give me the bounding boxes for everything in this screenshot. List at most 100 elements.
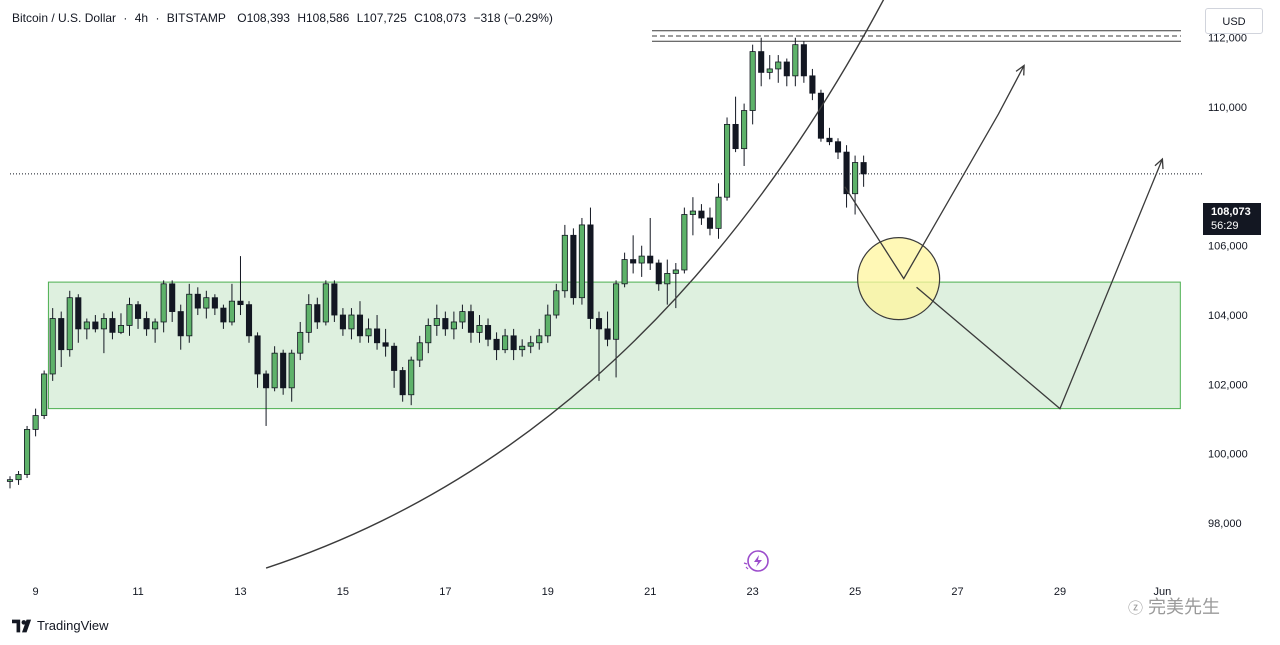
candle-body (271, 352, 278, 389)
candle-35 (297, 321, 304, 361)
candle-body (348, 314, 355, 330)
candle-51 (433, 304, 440, 336)
candle-body (15, 474, 22, 481)
candle-body (826, 137, 833, 143)
candle-body (305, 304, 312, 333)
candle-body (297, 331, 304, 354)
candle-49 (416, 335, 423, 368)
candle-body (741, 110, 748, 150)
candle-body (681, 214, 688, 271)
candle-68 (578, 217, 585, 305)
candle-52 (442, 311, 449, 336)
candle-54 (459, 304, 466, 329)
candle-15 (126, 297, 133, 336)
candle-body (314, 304, 321, 323)
candle-body (280, 352, 287, 389)
exchange: BITSTAMP (166, 11, 226, 25)
lightning-icon[interactable] (743, 550, 769, 572)
tradingview-logo[interactable]: TradingView (12, 618, 109, 633)
candle-32 (271, 346, 278, 392)
x-tick-label: 19 (542, 586, 554, 598)
close-value: C108,073 (414, 11, 467, 25)
x-tick-label: 21 (644, 586, 656, 598)
candle-63 (536, 328, 543, 350)
candle-95 (809, 68, 816, 101)
candle-body (365, 328, 372, 337)
candle-body (766, 68, 773, 73)
candle-body (399, 370, 406, 396)
low-value: L107,725 (356, 11, 407, 25)
candle-80 (681, 207, 688, 274)
candle-body (237, 300, 244, 306)
candle-body (519, 345, 526, 351)
y-tick-label: 112,000 (1208, 33, 1247, 45)
candle-body (732, 123, 739, 150)
candle-30 (254, 332, 261, 388)
time-axis[interactable]: 9 11 13 15 17 19 21 23 25 27 29 Jun (33, 586, 1172, 598)
candle-10 (83, 318, 90, 340)
y-tick-label: 98,000 (1208, 518, 1242, 530)
candle-body (433, 318, 440, 326)
candle-16 (134, 301, 142, 329)
candle-23 (194, 287, 201, 316)
projection-path-2[interactable] (916, 157, 1164, 410)
candle-41 (348, 308, 355, 340)
candle-body (758, 51, 765, 73)
candle-body (792, 44, 799, 77)
candle-66 (561, 224, 568, 298)
candle-34 (288, 349, 295, 402)
change-value: −318 (−0.29%) (473, 11, 553, 25)
interval[interactable]: 4h (134, 11, 149, 25)
candle-40 (339, 308, 346, 336)
candle-body (416, 342, 423, 361)
candle-body (408, 359, 415, 396)
candle-69 (587, 207, 594, 329)
candle-series (6, 37, 867, 489)
candle-84 (715, 183, 722, 239)
x-tick-label: 11 (132, 586, 143, 598)
candle-body (672, 269, 679, 274)
candle-body (775, 61, 782, 70)
candle-body (749, 51, 756, 111)
candle-body (843, 151, 850, 195)
candle-body (655, 262, 662, 285)
candle-60 (510, 328, 517, 361)
candle-99 (843, 145, 850, 208)
candle-62 (527, 335, 534, 354)
candle-body (186, 293, 193, 337)
candle-29 (245, 301, 253, 343)
candle-body (852, 162, 859, 195)
candle-body (647, 255, 654, 264)
projection-path-1[interactable] (844, 64, 1025, 280)
candle-31 (263, 370, 270, 426)
candle-body (331, 283, 338, 316)
candle-37 (314, 297, 321, 329)
currency-button[interactable]: USD (1205, 8, 1263, 34)
symbol-name[interactable]: Bitcoin / U.S. Dollar (12, 11, 117, 25)
parabolic-curve[interactable] (265, 0, 891, 569)
candle-25 (211, 294, 218, 316)
candle-body (450, 321, 457, 330)
x-tick-label: 17 (439, 586, 451, 598)
candle-4 (32, 408, 39, 437)
candle-body (288, 352, 295, 389)
candle-77 (655, 259, 662, 291)
resistance-lines[interactable] (652, 30, 1181, 42)
candle-75 (638, 245, 645, 277)
candle-body (245, 304, 253, 337)
price-axis[interactable]: 98,000 100,000 102,000 104,000 106,000 110,00… (1208, 33, 1248, 530)
candle-body (723, 123, 731, 198)
candle-body (561, 234, 568, 292)
highlight-circle[interactable] (857, 237, 941, 321)
candle-2 (15, 471, 22, 485)
candle-body (630, 259, 637, 264)
candle-body (322, 283, 329, 323)
candle-body (134, 304, 142, 319)
candle-33 (280, 349, 287, 395)
candle-body (706, 217, 714, 229)
candle-48 (408, 356, 415, 406)
author-watermark: ⓩ 完美先生 (1128, 593, 1220, 619)
bar-countdown: 56:29 (1211, 220, 1239, 232)
y-tick-label: 102,000 (1208, 379, 1248, 391)
